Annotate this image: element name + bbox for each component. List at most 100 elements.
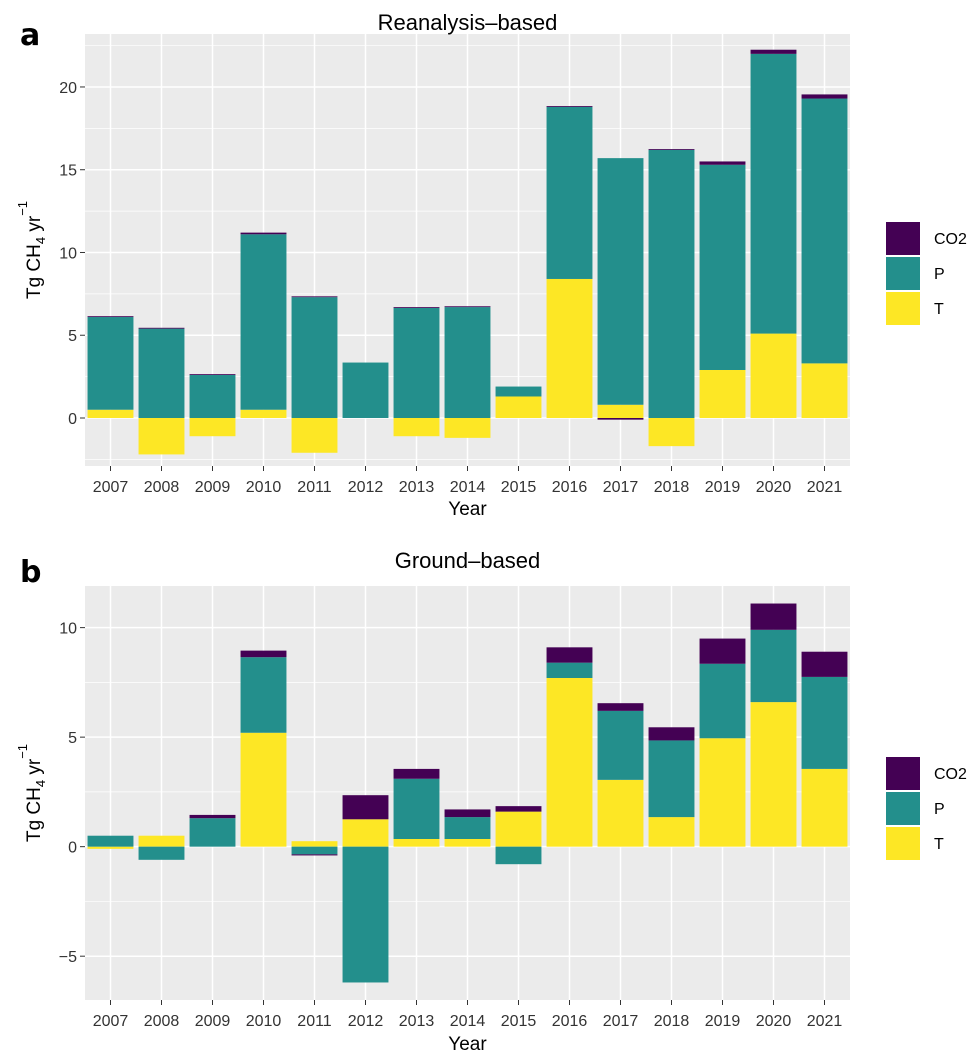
bar-p-2008 <box>138 846 185 860</box>
x-tick-label: 2010 <box>246 479 282 496</box>
x-tick-label: 2017 <box>603 1013 639 1030</box>
y-tick-label: 5 <box>68 328 77 345</box>
legend-swatch-p <box>886 792 920 825</box>
x-tick-label: 2020 <box>756 1013 792 1030</box>
bar-t-2017 <box>597 779 644 847</box>
bar-co2-2010 <box>240 650 287 658</box>
legend-swatch-co2 <box>886 757 920 790</box>
bar-p-2021 <box>801 676 848 769</box>
bar-t-2011 <box>291 418 338 453</box>
bar-t-2015 <box>495 396 542 418</box>
bar-t-2021 <box>801 363 848 418</box>
bar-p-2017 <box>597 710 644 780</box>
bar-co2-2015 <box>495 806 542 812</box>
legend-label-p: P <box>934 266 945 283</box>
bar-co2-2010 <box>240 232 287 235</box>
bar-t-2019 <box>699 370 746 418</box>
bar-p-2014 <box>444 307 491 418</box>
bar-t-2020 <box>750 702 797 847</box>
y-axis-title-mid: yr <box>24 215 45 237</box>
bar-p-2008 <box>138 328 185 418</box>
bar-p-2009 <box>189 818 236 847</box>
y-tick-label: 5 <box>68 730 77 747</box>
bar-t-2014 <box>444 418 491 438</box>
bar-t-2016 <box>546 278 593 418</box>
bar-p-2016 <box>546 106 593 279</box>
x-tick-label: 2021 <box>807 479 843 496</box>
bar-co2-2020 <box>750 49 797 54</box>
bar-p-2020 <box>750 53 797 334</box>
bar-p-2007 <box>87 317 134 410</box>
bar-p-2020 <box>750 629 797 703</box>
bar-co2-2009 <box>189 374 236 375</box>
y-tick-label: 10 <box>59 621 77 638</box>
bar-co2-2020 <box>750 603 797 630</box>
y-axis-title: Tg CH4 yr−1 <box>15 201 48 299</box>
bar-t-2013 <box>393 839 440 847</box>
y-axis-title: Tg CH4 yr−1 <box>15 744 48 842</box>
legend-label-t: T <box>934 301 944 318</box>
bar-p-2021 <box>801 98 848 364</box>
bar-p-2018 <box>648 149 695 419</box>
chart-title: Ground–based <box>395 548 541 573</box>
y-axis-title-prefix: Tg CH <box>24 787 45 842</box>
bar-t-2008 <box>138 835 185 847</box>
x-tick-label: 2014 <box>450 479 486 496</box>
x-tick-label: 2019 <box>705 479 741 496</box>
x-tick-label: 2013 <box>399 479 435 496</box>
bar-p-2010 <box>240 657 287 733</box>
x-tick-label: 2008 <box>144 479 180 496</box>
y-tick-label: 0 <box>68 840 77 857</box>
y-axis-title-sub: 4 <box>33 780 48 787</box>
x-tick-label: 2009 <box>195 1013 231 1030</box>
bar-p-2012 <box>342 362 389 418</box>
y-tick-label: 20 <box>59 80 77 97</box>
legend-label-co2: CO2 <box>934 766 967 783</box>
bar-t-2011 <box>291 841 338 847</box>
x-tick-label: 2021 <box>807 1013 843 1030</box>
x-tick-label: 2011 <box>297 479 332 496</box>
y-axis-title-prefix: Tg CH <box>24 244 45 299</box>
y-axis-title-mid: yr <box>24 758 45 780</box>
x-axis-title: Year <box>448 1034 487 1055</box>
x-tick-label: 2016 <box>552 479 588 496</box>
y-tick-label: 15 <box>59 163 77 180</box>
bar-t-2017 <box>597 404 644 418</box>
bar-p-2013 <box>393 778 440 839</box>
bar-t-2018 <box>648 418 695 447</box>
x-tick-label: 2011 <box>297 1013 332 1030</box>
bar-co2-2017 <box>597 418 644 420</box>
bar-t-2014 <box>444 839 491 847</box>
bar-co2-2013 <box>393 307 440 308</box>
y-tick-label: 0 <box>68 411 77 428</box>
bar-p-2011 <box>291 846 338 855</box>
x-tick-label: 2012 <box>348 479 384 496</box>
x-tick-label: 2018 <box>654 479 690 496</box>
bar-co2-2013 <box>393 768 440 779</box>
bar-co2-2011 <box>291 854 338 856</box>
bar-t-2007 <box>87 846 134 849</box>
bar-p-2019 <box>699 663 746 739</box>
chart-panel-b: −5 0 5 10 2007 2008 2009 2010 2011 2012 2013 2014 20… <box>15 548 967 1055</box>
bar-co2-2019 <box>699 638 746 664</box>
bar-p-2011 <box>291 297 338 418</box>
bar-p-2009 <box>189 374 236 418</box>
bar-co2-2019 <box>699 161 746 165</box>
x-tick-label: 2020 <box>756 479 792 496</box>
bar-co2-2008 <box>138 327 185 329</box>
x-tick-label: 2019 <box>705 1013 741 1030</box>
x-tick-label: 2013 <box>399 1013 435 1030</box>
legend-label-p: P <box>934 801 945 818</box>
bar-co2-2014 <box>444 306 491 308</box>
x-tick-label: 2007 <box>93 479 129 496</box>
x-tick-label: 2016 <box>552 1013 588 1030</box>
x-tick-label: 2014 <box>450 1013 486 1030</box>
bar-p-2014 <box>444 817 491 839</box>
legend-label-co2: CO2 <box>934 231 967 248</box>
legend-swatch-p <box>886 257 920 290</box>
chart-panel-a: 0 5 10 15 20 2007 2008 2009 2010 2011 2012 2013 2014… <box>15 10 967 520</box>
legend-label-t: T <box>934 836 944 853</box>
x-tick-label: 2009 <box>195 479 231 496</box>
x-tick-label: 2015 <box>501 479 537 496</box>
